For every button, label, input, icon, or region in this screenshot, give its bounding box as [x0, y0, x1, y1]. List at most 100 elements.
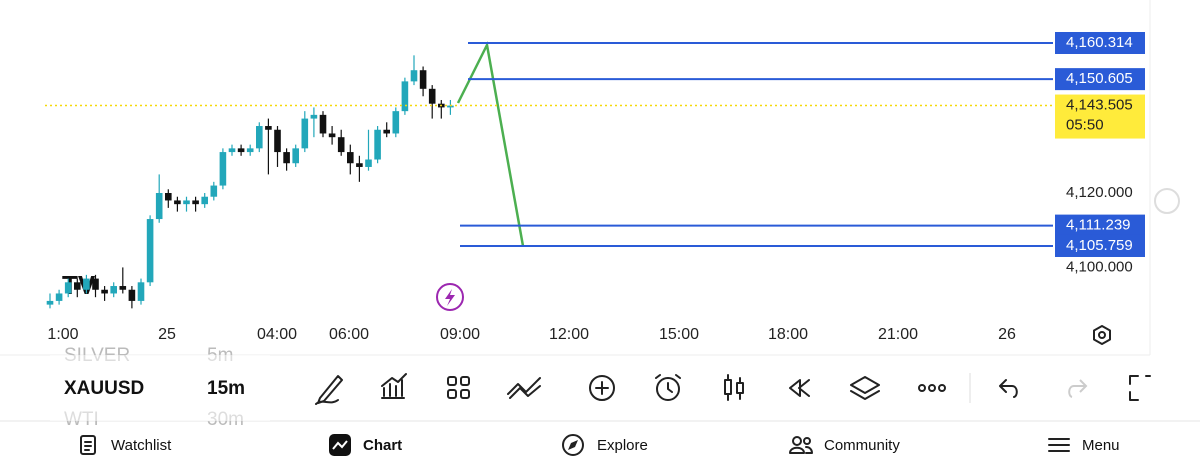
candle-body	[128, 289, 136, 301]
candle-body	[337, 137, 345, 153]
level-label: 4,150.605	[1066, 70, 1133, 87]
x-tick-label: 21:00	[878, 326, 918, 343]
candle-body	[192, 200, 199, 205]
layers-icon[interactable]	[850, 376, 880, 400]
candle-body	[74, 282, 81, 290]
candle-body	[228, 148, 236, 153]
x-tick-label: 06:00	[329, 326, 369, 343]
lightning	[445, 289, 455, 306]
draw-icon[interactable]	[315, 375, 343, 405]
candle-body	[383, 129, 390, 134]
candle-body	[310, 114, 318, 119]
candle-body	[256, 126, 263, 149]
y-tick-label: 4,100.000	[1066, 258, 1133, 275]
nav-label[interactable]: Watchlist	[111, 437, 172, 454]
compare-icon[interactable]	[507, 377, 541, 399]
candle-body	[265, 126, 272, 130]
last-price-badge	[1055, 94, 1145, 139]
x-tick-label: 25	[158, 326, 176, 343]
x-tick-label: 15:00	[659, 326, 699, 343]
candle-body	[46, 300, 54, 305]
candle-body	[292, 148, 299, 164]
chart-icon[interactable]	[329, 434, 351, 456]
candle-body	[101, 289, 108, 294]
add-icon[interactable]	[589, 375, 615, 401]
nav-label[interactable]: Chart	[363, 437, 402, 454]
nav-label[interactable]: Community	[824, 437, 900, 454]
community-icon[interactable]	[789, 436, 813, 454]
candle-body	[210, 185, 218, 197]
explore-icon[interactable]	[562, 434, 584, 456]
candle-body	[119, 286, 127, 290]
events-icon[interactable]	[436, 283, 464, 311]
nav-label[interactable]: Explore	[597, 437, 648, 454]
fullscreen-icon[interactable]	[1129, 375, 1151, 401]
edge-button[interactable]	[1154, 188, 1180, 214]
alert-icon[interactable]	[655, 374, 681, 401]
candle-body	[83, 278, 90, 290]
nav-label[interactable]: Menu	[1082, 437, 1120, 454]
x-tick-label: 12:00	[549, 326, 589, 343]
more-icon[interactable]	[918, 384, 946, 392]
candle-body	[92, 278, 99, 290]
settings-icon[interactable]	[1093, 325, 1111, 345]
candle-body	[392, 111, 400, 134]
level-label: 4,160.314	[1066, 34, 1133, 51]
candle-body	[419, 70, 427, 89]
candle-body	[319, 114, 327, 134]
x-tick-label: 1:00	[47, 326, 78, 343]
candle-body	[219, 152, 227, 186]
candle-body	[301, 118, 309, 149]
level-badge[interactable]	[1055, 68, 1145, 91]
replay-icon[interactable]	[789, 379, 810, 397]
candle-body	[283, 152, 290, 164]
level-badge[interactable]	[1055, 31, 1145, 54]
candle-body	[183, 200, 190, 205]
redo-icon[interactable]	[1068, 379, 1088, 398]
undo-icon[interactable]	[999, 379, 1018, 398]
watchlist-icon[interactable]	[80, 435, 96, 455]
symbol-name[interactable]: XAUUSD	[64, 378, 144, 399]
candle-body	[410, 70, 418, 82]
level-badge[interactable]	[1055, 214, 1145, 237]
level-badge[interactable]	[1055, 234, 1145, 257]
candle-body	[274, 129, 281, 153]
candle-body	[447, 105, 454, 108]
countdown: 05:50	[1066, 117, 1104, 134]
candle-body	[64, 282, 72, 294]
x-tick-label: 18:00	[768, 326, 808, 343]
candle-body	[347, 152, 354, 164]
candle-body	[155, 193, 163, 220]
x-tick-label: 04:00	[257, 326, 297, 343]
candle-body	[165, 193, 172, 201]
candle-body	[201, 196, 208, 205]
candle-body	[55, 293, 63, 301]
chart-type-icon[interactable]	[724, 374, 744, 401]
y-tick-label: 4,120.000	[1066, 184, 1133, 201]
candle-body	[246, 148, 254, 153]
candle-body	[328, 133, 336, 138]
menu-icon[interactable]	[1048, 438, 1070, 452]
picker-fade	[50, 411, 270, 421]
candle-body	[237, 148, 245, 153]
picker-fade	[50, 355, 270, 367]
candle-body	[365, 159, 372, 167]
candle-body	[356, 163, 363, 167]
symbol-interval[interactable]: 15m	[207, 378, 245, 399]
x-tick-label: 26	[998, 326, 1016, 343]
candle-body	[146, 219, 154, 283]
candle-body	[174, 200, 181, 205]
level-label: 4,105.759	[1066, 237, 1133, 254]
candle-body	[110, 286, 117, 294]
x-tick-label: 09:00	[440, 326, 480, 343]
indicators-icon[interactable]	[381, 373, 407, 399]
candle-body	[137, 282, 145, 301]
level-label: 4,111.239	[1066, 217, 1131, 234]
candle-body	[374, 129, 381, 160]
last-price-label: 4,143.505	[1066, 97, 1133, 114]
drawing-path	[456, 41, 525, 247]
candle-body	[428, 88, 436, 104]
templates-icon[interactable]	[447, 376, 470, 399]
